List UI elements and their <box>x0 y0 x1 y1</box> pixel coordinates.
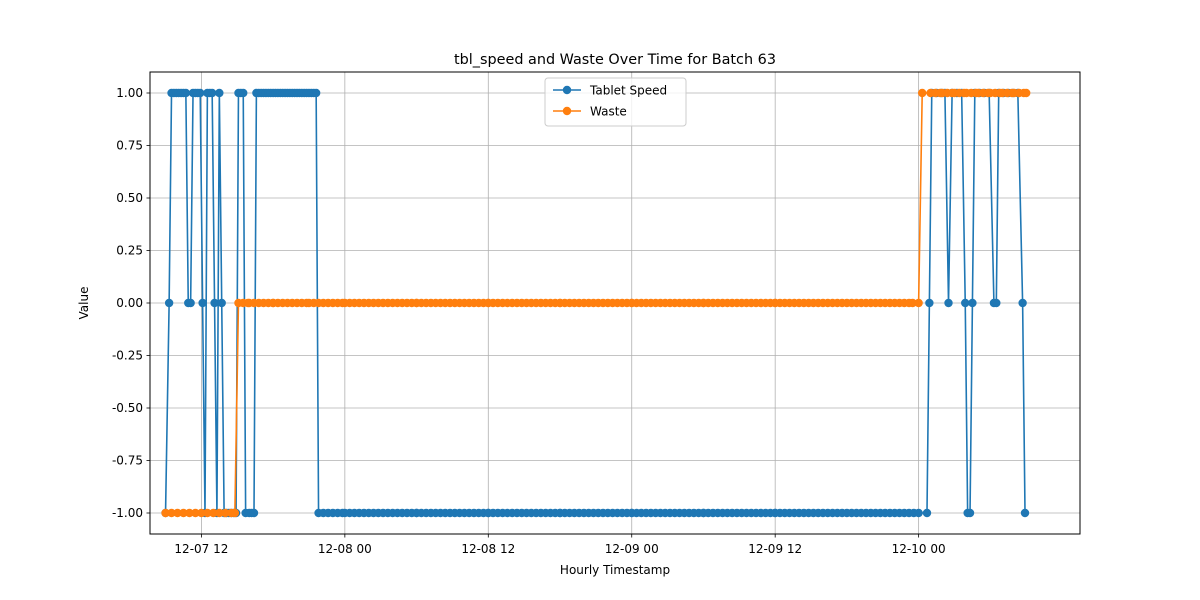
data-point <box>196 88 205 98</box>
data-point <box>249 508 259 518</box>
chart-title: tbl_speed and Waste Over Time for Batch … <box>454 52 776 68</box>
data-point <box>210 298 219 308</box>
data-point <box>185 508 194 518</box>
data-point <box>179 508 188 518</box>
x-tick-label: 12-08 00 <box>318 542 372 556</box>
data-point <box>191 508 200 518</box>
data-point <box>961 298 970 308</box>
y-tick-label: 0.00 <box>116 296 143 310</box>
data-point <box>230 508 240 518</box>
data-point <box>1018 298 1027 308</box>
y-tick-label: -0.75 <box>112 454 143 468</box>
y-tick-label: 0.75 <box>116 139 143 153</box>
data-point <box>968 298 977 308</box>
legend-marker <box>562 106 572 116</box>
data-point <box>918 88 927 98</box>
data-point <box>198 298 207 308</box>
x-tick-label: 12-09 12 <box>748 542 802 556</box>
x-tick-label: 12-09 00 <box>605 542 659 556</box>
legend: Tablet Speed Waste <box>544 77 687 127</box>
data-point <box>922 508 932 518</box>
data-point <box>914 298 923 308</box>
data-point <box>215 88 224 98</box>
x-tick-label: 12-07 12 <box>174 542 228 556</box>
axis-ticks: -1.00 -0.75 -0.50 -0.25 0.00 0.25 0.50 0.75 1.00… <box>112 86 946 556</box>
data-point <box>197 508 206 518</box>
data-point <box>164 298 174 308</box>
data-point <box>217 298 226 308</box>
legend-marker <box>562 85 572 95</box>
y-tick-label: 0.50 <box>116 191 143 205</box>
y-tick-label: 1.00 <box>116 86 143 100</box>
legend-label: Tablet Speed <box>589 84 667 98</box>
data-point <box>173 508 182 518</box>
data-point <box>221 508 230 518</box>
x-tick-label: 12-10 00 <box>892 542 946 556</box>
data-point <box>161 508 170 518</box>
data-point <box>186 298 195 308</box>
series-layer <box>161 88 1031 518</box>
data-point <box>965 508 975 518</box>
data-point <box>944 298 953 308</box>
data-point <box>207 88 217 98</box>
legend-label: Waste <box>590 105 627 119</box>
data-point <box>215 508 224 518</box>
x-axis-title: Hourly Timestamp <box>560 563 670 577</box>
data-point <box>311 88 321 98</box>
series-waste <box>161 88 1031 518</box>
data-point <box>914 508 923 518</box>
data-point <box>209 508 218 518</box>
data-point <box>239 88 248 98</box>
y-tick-label: -0.50 <box>112 401 143 415</box>
data-point <box>167 508 176 518</box>
data-point <box>203 508 212 518</box>
x-tick-label: 12-08 12 <box>461 542 515 556</box>
y-tick-label: 0.25 <box>116 244 143 258</box>
y-tick-label: -0.25 <box>112 349 143 363</box>
series-tablet-speed <box>161 88 1030 518</box>
data-point <box>992 298 1001 308</box>
data-point <box>908 298 917 308</box>
data-point <box>1022 88 1031 98</box>
data-point <box>1020 508 1030 518</box>
y-axis-title: Value <box>77 287 91 320</box>
y-tick-label: -1.00 <box>112 506 143 520</box>
data-point <box>181 88 191 98</box>
data-point <box>925 298 934 308</box>
legend-item: Waste <box>553 105 627 119</box>
legend-item: Tablet Speed <box>553 84 667 98</box>
